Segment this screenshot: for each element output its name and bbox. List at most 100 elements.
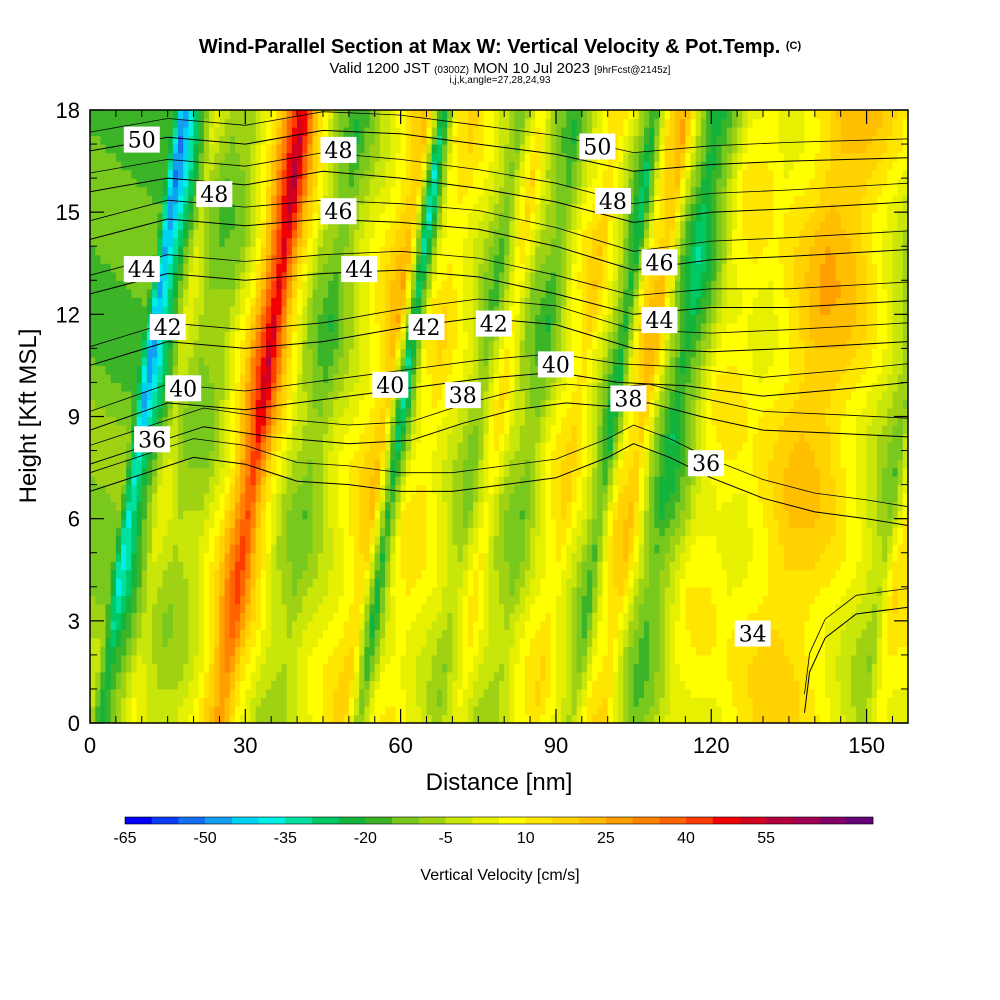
- velocity-cell: [126, 663, 132, 673]
- velocity-cell: [400, 127, 407, 137]
- velocity-cell: [348, 561, 355, 571]
- velocity-cell: [178, 637, 184, 647]
- velocity-cell: [157, 127, 164, 137]
- velocity-cell: [172, 706, 179, 716]
- velocity-cell: [359, 442, 365, 452]
- velocity-cell: [395, 263, 402, 273]
- velocity-cell: [364, 637, 371, 647]
- velocity-cell: [203, 127, 210, 137]
- velocity-cell: [90, 484, 96, 494]
- velocity-cell: [442, 629, 448, 639]
- velocity-cell: [364, 220, 371, 230]
- velocity-cell: [260, 544, 267, 554]
- velocity-cell: [157, 510, 164, 520]
- velocity-cell: [178, 263, 184, 273]
- velocity-cell: [348, 118, 355, 128]
- velocity-cell: [188, 356, 195, 366]
- velocity-cell: [100, 620, 107, 630]
- velocity-cell: [100, 314, 107, 324]
- velocity-cell: [426, 629, 433, 639]
- velocity-cell: [266, 382, 272, 392]
- velocity-cell: [297, 399, 303, 409]
- velocity-cell: [442, 356, 448, 366]
- velocity-cell: [126, 408, 132, 418]
- velocity-cell: [359, 169, 365, 179]
- velocity-cell: [436, 195, 443, 205]
- velocity-cell: [333, 365, 340, 375]
- velocity-cell: [276, 697, 283, 707]
- velocity-cell: [364, 646, 371, 656]
- velocity-cell: [281, 391, 288, 401]
- velocity-cell: [323, 127, 329, 137]
- velocity-cell: [431, 425, 438, 435]
- velocity-cell: [203, 246, 210, 256]
- velocity-cell: [354, 339, 360, 349]
- velocity-cell: [162, 552, 169, 562]
- velocity-cell: [369, 118, 376, 128]
- velocity-cell: [286, 476, 293, 486]
- velocity-cell: [141, 527, 148, 537]
- velocity-cell: [291, 314, 298, 324]
- velocity-cell: [400, 254, 407, 264]
- velocity-cell: [405, 578, 412, 588]
- velocity-cell: [95, 365, 101, 375]
- velocity-cell: [141, 178, 148, 188]
- velocity-cell: [219, 552, 226, 562]
- velocity-cell: [405, 646, 412, 656]
- velocity-cell: [364, 314, 371, 324]
- velocity-cell: [426, 297, 433, 307]
- velocity-cell: [235, 629, 241, 639]
- velocity-cell: [260, 637, 267, 647]
- velocity-cell: [416, 425, 422, 435]
- velocity-cell: [302, 382, 309, 392]
- velocity-cell: [307, 688, 314, 698]
- velocity-cell: [447, 629, 453, 639]
- velocity-cell: [203, 688, 210, 698]
- velocity-cell: [126, 425, 132, 435]
- velocity-cell: [90, 637, 96, 647]
- velocity-cell: [405, 365, 412, 375]
- velocity-cell: [338, 561, 345, 571]
- velocity-cell: [229, 442, 236, 452]
- velocity-cell: [411, 544, 417, 554]
- velocity-cell: [105, 203, 112, 213]
- velocity-cell: [390, 467, 397, 477]
- velocity-cell: [100, 459, 107, 469]
- velocity-cell: [167, 220, 174, 230]
- velocity-cell: [431, 263, 438, 273]
- velocity-cell: [312, 561, 319, 571]
- velocity-cell: [255, 467, 262, 477]
- velocity-cell: [167, 476, 174, 486]
- velocity-cell: [209, 391, 215, 401]
- velocity-cell: [411, 186, 417, 196]
- velocity-cell: [198, 365, 205, 375]
- velocity-cell: [209, 706, 215, 716]
- velocity-cell: [100, 484, 107, 494]
- velocity-cell: [172, 595, 179, 605]
- velocity-cell: [229, 578, 236, 588]
- velocity-cell: [338, 646, 345, 656]
- velocity-cell: [146, 297, 153, 307]
- velocity-cell: [152, 229, 158, 239]
- velocity-cell: [90, 322, 96, 332]
- velocity-cell: [312, 501, 319, 511]
- velocity-cell: [348, 178, 355, 188]
- velocity-cell: [115, 399, 122, 409]
- velocity-cell: [255, 612, 262, 622]
- velocity-cell: [338, 544, 345, 554]
- velocity-cell: [421, 263, 428, 273]
- velocity-cell: [374, 518, 381, 528]
- velocity-cell: [95, 527, 101, 537]
- velocity-cell: [209, 544, 215, 554]
- velocity-cell: [141, 382, 148, 392]
- velocity-cell: [421, 416, 428, 426]
- velocity-cell: [126, 356, 132, 366]
- velocity-cell: [250, 263, 257, 273]
- velocity-cell: [198, 416, 205, 426]
- velocity-cell: [348, 280, 355, 290]
- velocity-cell: [369, 399, 376, 409]
- velocity-cell: [209, 373, 215, 383]
- velocity-cell: [411, 373, 417, 383]
- velocity-cell: [193, 612, 200, 622]
- velocity-cell: [426, 459, 433, 469]
